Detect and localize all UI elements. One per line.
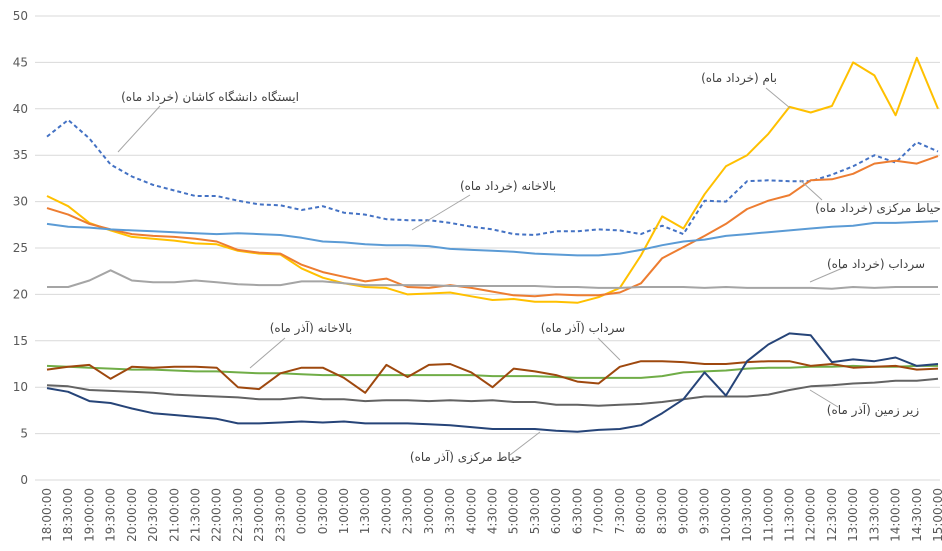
x-tick-label: 20:00:00 bbox=[125, 488, 139, 542]
x-tick-label: 8:00:00 bbox=[634, 488, 648, 534]
series-line bbox=[46, 377, 939, 407]
x-tick-label: 13:30:00 bbox=[867, 488, 881, 542]
series-annotation: حیاط مرکزی (آذر ماه) bbox=[410, 449, 522, 465]
x-tick-label: 22:30:00 bbox=[231, 488, 245, 542]
x-tick-label: 12:00:00 bbox=[804, 488, 818, 542]
annotation-leader bbox=[809, 266, 846, 283]
x-tick-label: 7:00:00 bbox=[592, 488, 606, 534]
x-tick-label: 6:00:00 bbox=[549, 488, 563, 534]
x-tick-label: 11:00:00 bbox=[761, 488, 775, 542]
x-tick-label: 10:30:00 bbox=[740, 488, 754, 542]
x-tick-label: 18:30:00 bbox=[61, 488, 75, 542]
x-tick-label: 0:30:00 bbox=[316, 488, 330, 534]
y-tick-label: 25 bbox=[13, 241, 28, 255]
x-tick-label: 2:00:00 bbox=[379, 488, 393, 534]
x-tick-label: 18:00:00 bbox=[40, 488, 54, 542]
x-tick-label: 4:00:00 bbox=[464, 488, 478, 534]
x-tick-label: 5:00:00 bbox=[507, 488, 521, 534]
y-tick-label: 5 bbox=[20, 427, 28, 441]
series-line bbox=[46, 332, 939, 433]
x-tick-label: 14:30:00 bbox=[910, 488, 924, 542]
x-tick-label: 6:30:00 bbox=[570, 488, 584, 534]
x-tick-label: 20:30:00 bbox=[146, 488, 160, 542]
x-tick-label: 12:30:00 bbox=[825, 488, 839, 542]
x-tick-label: 3:30:00 bbox=[443, 488, 457, 534]
annotation-leader bbox=[809, 389, 839, 408]
x-tick-label: 8:30:00 bbox=[655, 488, 669, 534]
x-tick-label: 23:30:00 bbox=[273, 488, 287, 542]
y-tick-label: 40 bbox=[13, 102, 28, 116]
series-annotation: بالاخانه (آذر ماه) bbox=[270, 320, 353, 336]
series-line bbox=[46, 360, 939, 394]
annotation-leader bbox=[509, 431, 541, 456]
series-line bbox=[47, 269, 938, 290]
x-tick-label: 1:30:00 bbox=[358, 488, 372, 534]
y-tick-label: 0 bbox=[20, 473, 28, 487]
annotation-leader bbox=[411, 194, 471, 231]
series-annotation: زیر زمین (آذر ماه) bbox=[827, 402, 920, 418]
x-tick-label: 21:00:00 bbox=[167, 488, 181, 542]
y-tick-label: 20 bbox=[13, 287, 28, 301]
series-annotation: سرداب (خرداد ماه) bbox=[827, 257, 925, 272]
annotation-leader bbox=[597, 337, 621, 361]
x-tick-label: 13:00:00 bbox=[846, 488, 860, 542]
x-tick-label: 4:30:00 bbox=[486, 488, 500, 534]
y-tick-label: 50 bbox=[13, 9, 28, 23]
annotation-leader bbox=[249, 337, 286, 369]
x-tick-label: 3:00:00 bbox=[422, 488, 436, 534]
x-tick-label: 14:00:00 bbox=[889, 488, 903, 542]
y-tick-label: 10 bbox=[13, 380, 28, 394]
series-annotation: بالاخانه (خرداد ماه) bbox=[460, 179, 556, 194]
x-tick-label: 5:30:00 bbox=[528, 488, 542, 534]
x-tick-label: 2:30:00 bbox=[401, 488, 415, 534]
x-tick-label: 11:30:00 bbox=[783, 488, 797, 542]
x-tick-label: 9:30:00 bbox=[698, 488, 712, 534]
x-tick-label: 19:00:00 bbox=[82, 488, 96, 542]
y-tick-label: 30 bbox=[13, 195, 28, 209]
x-tick-label: 1:00:00 bbox=[337, 488, 351, 534]
series-line bbox=[46, 364, 938, 379]
y-tick-label: 45 bbox=[13, 55, 28, 69]
x-tick-label: 23:00:00 bbox=[252, 488, 266, 542]
series-line bbox=[46, 56, 939, 304]
series-line bbox=[46, 220, 939, 257]
annotation-leader bbox=[799, 179, 823, 201]
x-tick-label: 10:00:00 bbox=[719, 488, 733, 542]
annotation-leader bbox=[765, 87, 791, 109]
x-tick-label: 21:30:00 bbox=[189, 488, 203, 542]
x-tick-label: 7:30:00 bbox=[613, 488, 627, 534]
x-tick-label: 9:00:00 bbox=[676, 488, 690, 534]
series-annotation: حیاط مرکزی (خرداد ماه) bbox=[815, 201, 941, 216]
y-tick-label: 35 bbox=[13, 148, 28, 162]
x-tick-label: 15:00:00 bbox=[931, 488, 942, 542]
series-annotation: بام (خرداد ماه) bbox=[701, 71, 777, 86]
series-annotation: سرداب (آذر ماه) bbox=[541, 320, 626, 336]
series-line bbox=[46, 155, 939, 298]
y-tick-label: 15 bbox=[13, 334, 28, 348]
series-line bbox=[46, 118, 939, 236]
x-tick-label: 22:00:00 bbox=[210, 488, 224, 542]
series-annotation: ایستگاه دانشگاه کاشان (خرداد ماه) bbox=[121, 90, 299, 105]
x-tick-label: 19:30:00 bbox=[104, 488, 118, 542]
x-tick-label: 0:00:00 bbox=[295, 488, 309, 534]
annotation-leader bbox=[117, 105, 161, 153]
